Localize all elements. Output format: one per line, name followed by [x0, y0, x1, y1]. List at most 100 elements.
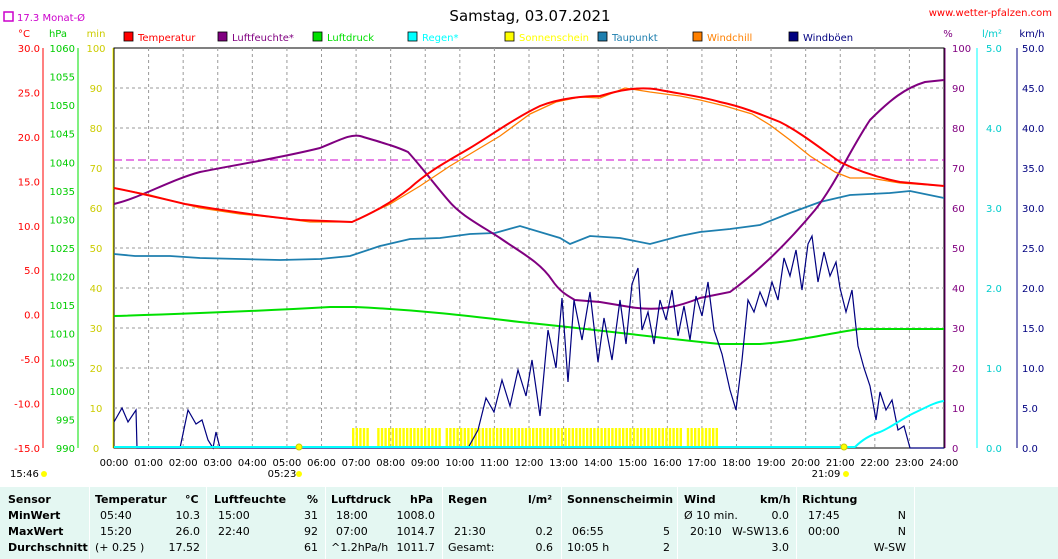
sunshine-bar	[643, 428, 646, 448]
temp-axis-tick: 10.0	[18, 222, 40, 233]
sunshine-bar	[712, 428, 715, 448]
time-axis-tick: 06:00	[307, 458, 336, 469]
sun-max-time: 06:55	[572, 525, 604, 538]
time-axis-tick: 14:00	[584, 458, 613, 469]
time-axis-tick: 20:00	[791, 458, 820, 469]
sunshine-bar	[701, 428, 704, 448]
sunset-time: 21:09	[812, 469, 841, 480]
sunshine-bar	[636, 428, 639, 448]
minutes-axis-tick: 40	[90, 284, 103, 295]
legend-label: Sonnenschein	[519, 33, 589, 44]
sunshine-bar	[391, 428, 394, 448]
direction-time-2: 00:00	[808, 525, 840, 538]
temp-axis-tick: -5.0	[20, 355, 40, 366]
humidity-header: Luftfeuchte	[214, 493, 287, 506]
percent-axis-tick: 20	[952, 364, 965, 375]
sunshine-bar	[632, 428, 636, 448]
sunshine-bar	[470, 428, 474, 448]
unit-minutes: min	[87, 29, 106, 40]
legend-swatch	[407, 31, 418, 42]
sunshine-bar	[535, 428, 538, 448]
sunshine-bar	[352, 428, 355, 448]
sunshine-bar	[668, 428, 672, 448]
wind-axis-tick: 40.0	[1022, 124, 1044, 135]
sunshine-bar	[715, 428, 718, 448]
minutes-axis-tick: 10	[90, 404, 103, 415]
monthly-avg-marker-icon	[3, 11, 14, 22]
sunshine-bar	[571, 428, 574, 448]
sunshine-bar	[686, 428, 690, 448]
series-temperatur	[113, 87, 945, 224]
sunshine-bar	[388, 428, 391, 448]
rain-max: 0.2	[535, 525, 554, 538]
time-axis-tick: 08:00	[376, 458, 405, 469]
wind-avg10: 0.0	[771, 509, 790, 522]
sunshine-bar	[503, 428, 506, 448]
percent-axis-tick: 30	[952, 324, 965, 335]
sunshine-bar	[708, 428, 711, 448]
direction-time-1: 17:45	[808, 509, 840, 522]
time-axis-tick: 18:00	[722, 458, 751, 469]
pressure-max-time: 07:00	[336, 525, 368, 538]
wind-axis-tick: 10.0	[1022, 364, 1044, 375]
sunshine-bar	[694, 428, 697, 448]
sunshine-bar	[413, 428, 416, 448]
wind-axis-tick: 25.0	[1022, 244, 1044, 255]
sunshine-bar	[355, 428, 358, 448]
sunshine-bar	[658, 428, 661, 448]
sunshine-bar	[596, 428, 600, 448]
sunshine-bar	[485, 428, 488, 448]
sunshine-bar	[647, 428, 650, 448]
sunshine-bar	[492, 428, 495, 448]
sunshine-bar	[434, 428, 438, 448]
sunshine-bar	[593, 428, 596, 448]
sunshine-bar	[452, 428, 456, 448]
sunshine-bar	[578, 428, 582, 448]
pressure-axis-tick: 995	[56, 415, 75, 426]
sunshine-bar	[362, 428, 366, 448]
sunshine-bar	[384, 428, 387, 448]
grid-lines	[114, 48, 944, 448]
pressure-min-time: 18:00	[336, 509, 368, 522]
row-label-max: MaxWert	[8, 525, 64, 538]
humidity-max: 92	[304, 525, 318, 538]
rain-max-time: 21:30	[454, 525, 486, 538]
sunshine-bar	[514, 428, 517, 448]
time-axis-tick: 11:00	[480, 458, 509, 469]
time-axis-tick: 23:00	[895, 458, 924, 469]
sunshine-bar	[424, 428, 427, 448]
minutes-axis-tick: 30	[90, 324, 103, 335]
sunshine-bar	[377, 428, 380, 448]
legend-item: Windböen	[788, 31, 853, 44]
sunshine-bar	[395, 428, 398, 448]
sunshine-bar	[661, 428, 664, 448]
sunshine-bar	[665, 428, 668, 448]
sunshine-bar	[398, 428, 402, 448]
sunshine-bar	[517, 428, 520, 448]
minutes-axis-tick: 50	[90, 244, 103, 255]
minutes-axis-tick: 100	[86, 44, 105, 55]
sunshine-bar	[629, 428, 632, 448]
sunshine-bar	[575, 428, 578, 448]
temp-max: 26.0	[175, 525, 201, 538]
sunshine-bar	[654, 428, 657, 448]
sunshine-bar	[697, 428, 700, 448]
sunshine-bar	[474, 428, 477, 448]
sunshine-bar	[600, 428, 603, 448]
sunshine-bar	[589, 428, 592, 448]
sun-header: Sonnenschein	[567, 493, 654, 506]
time-axis-tick: 01:00	[134, 458, 163, 469]
time-axis-tick: 17:00	[688, 458, 717, 469]
pressure-avg: 1011.7	[396, 541, 436, 554]
pressure-axis-tick: 1015	[50, 301, 75, 312]
monthly-avg-label: 17.3 Monat-Ø	[17, 12, 85, 24]
wind-axis-tick: 35.0	[1022, 164, 1044, 175]
pressure-axis-tick: 1025	[50, 244, 75, 255]
temp-header: Temperatur	[95, 493, 167, 506]
sunshine-bar	[406, 428, 409, 448]
legend-label: Windböen	[803, 33, 853, 44]
sunshine-bar	[506, 428, 510, 448]
pressure-axis-tick: 990	[56, 444, 75, 455]
legend-item: Luftfeuchte*	[217, 31, 294, 44]
minutes-axis-tick: 0	[93, 444, 99, 455]
